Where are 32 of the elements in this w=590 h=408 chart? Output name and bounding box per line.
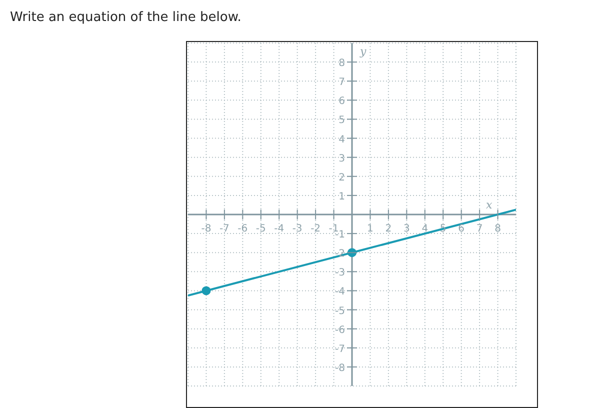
chart-title: Write an equation of the line below. [10,10,242,25]
x-tick-label: -6 [238,224,248,234]
x-tick-label: 1 [367,224,374,234]
x-tick-label: -5 [256,224,266,234]
x-tick-label: 4 [422,224,428,234]
y-tick-label: 2 [338,172,345,184]
x-tick-label: -2 [310,224,321,234]
x-tick-label: 2 [385,224,392,234]
y-tick-label: -5 [335,306,345,317]
y-axis-title: y [359,45,367,58]
x-tick-label: 6 [458,224,465,234]
y-tick-label: -3 [335,268,345,279]
y-tick-label: 4 [338,134,345,146]
y-tick-label: 5 [338,115,345,126]
y-tick-label: 7 [338,77,345,88]
x-tick-label: -4 [274,224,284,234]
y-tick-label: 1 [338,191,345,202]
x-tick-label: 8 [494,224,501,234]
x-axis-title: x [486,198,493,212]
x-tick-label: -3 [292,224,302,234]
y-tick-label: -8 [335,362,345,374]
y-tick-label: -4 [335,286,345,298]
x-tick-label: 3 [403,224,410,234]
x-tick-label: -7 [219,224,230,234]
y-tick-label: -6 [335,324,345,336]
y-tick-label: 8 [338,58,345,70]
x-tick-label: 7 [476,224,483,234]
y-tick-label: -7 [335,344,345,355]
x-tick-label: -8 [201,224,212,234]
line-series [188,208,516,296]
y-tick-label: 3 [338,153,345,164]
y-tick-label: 6 [338,96,345,108]
